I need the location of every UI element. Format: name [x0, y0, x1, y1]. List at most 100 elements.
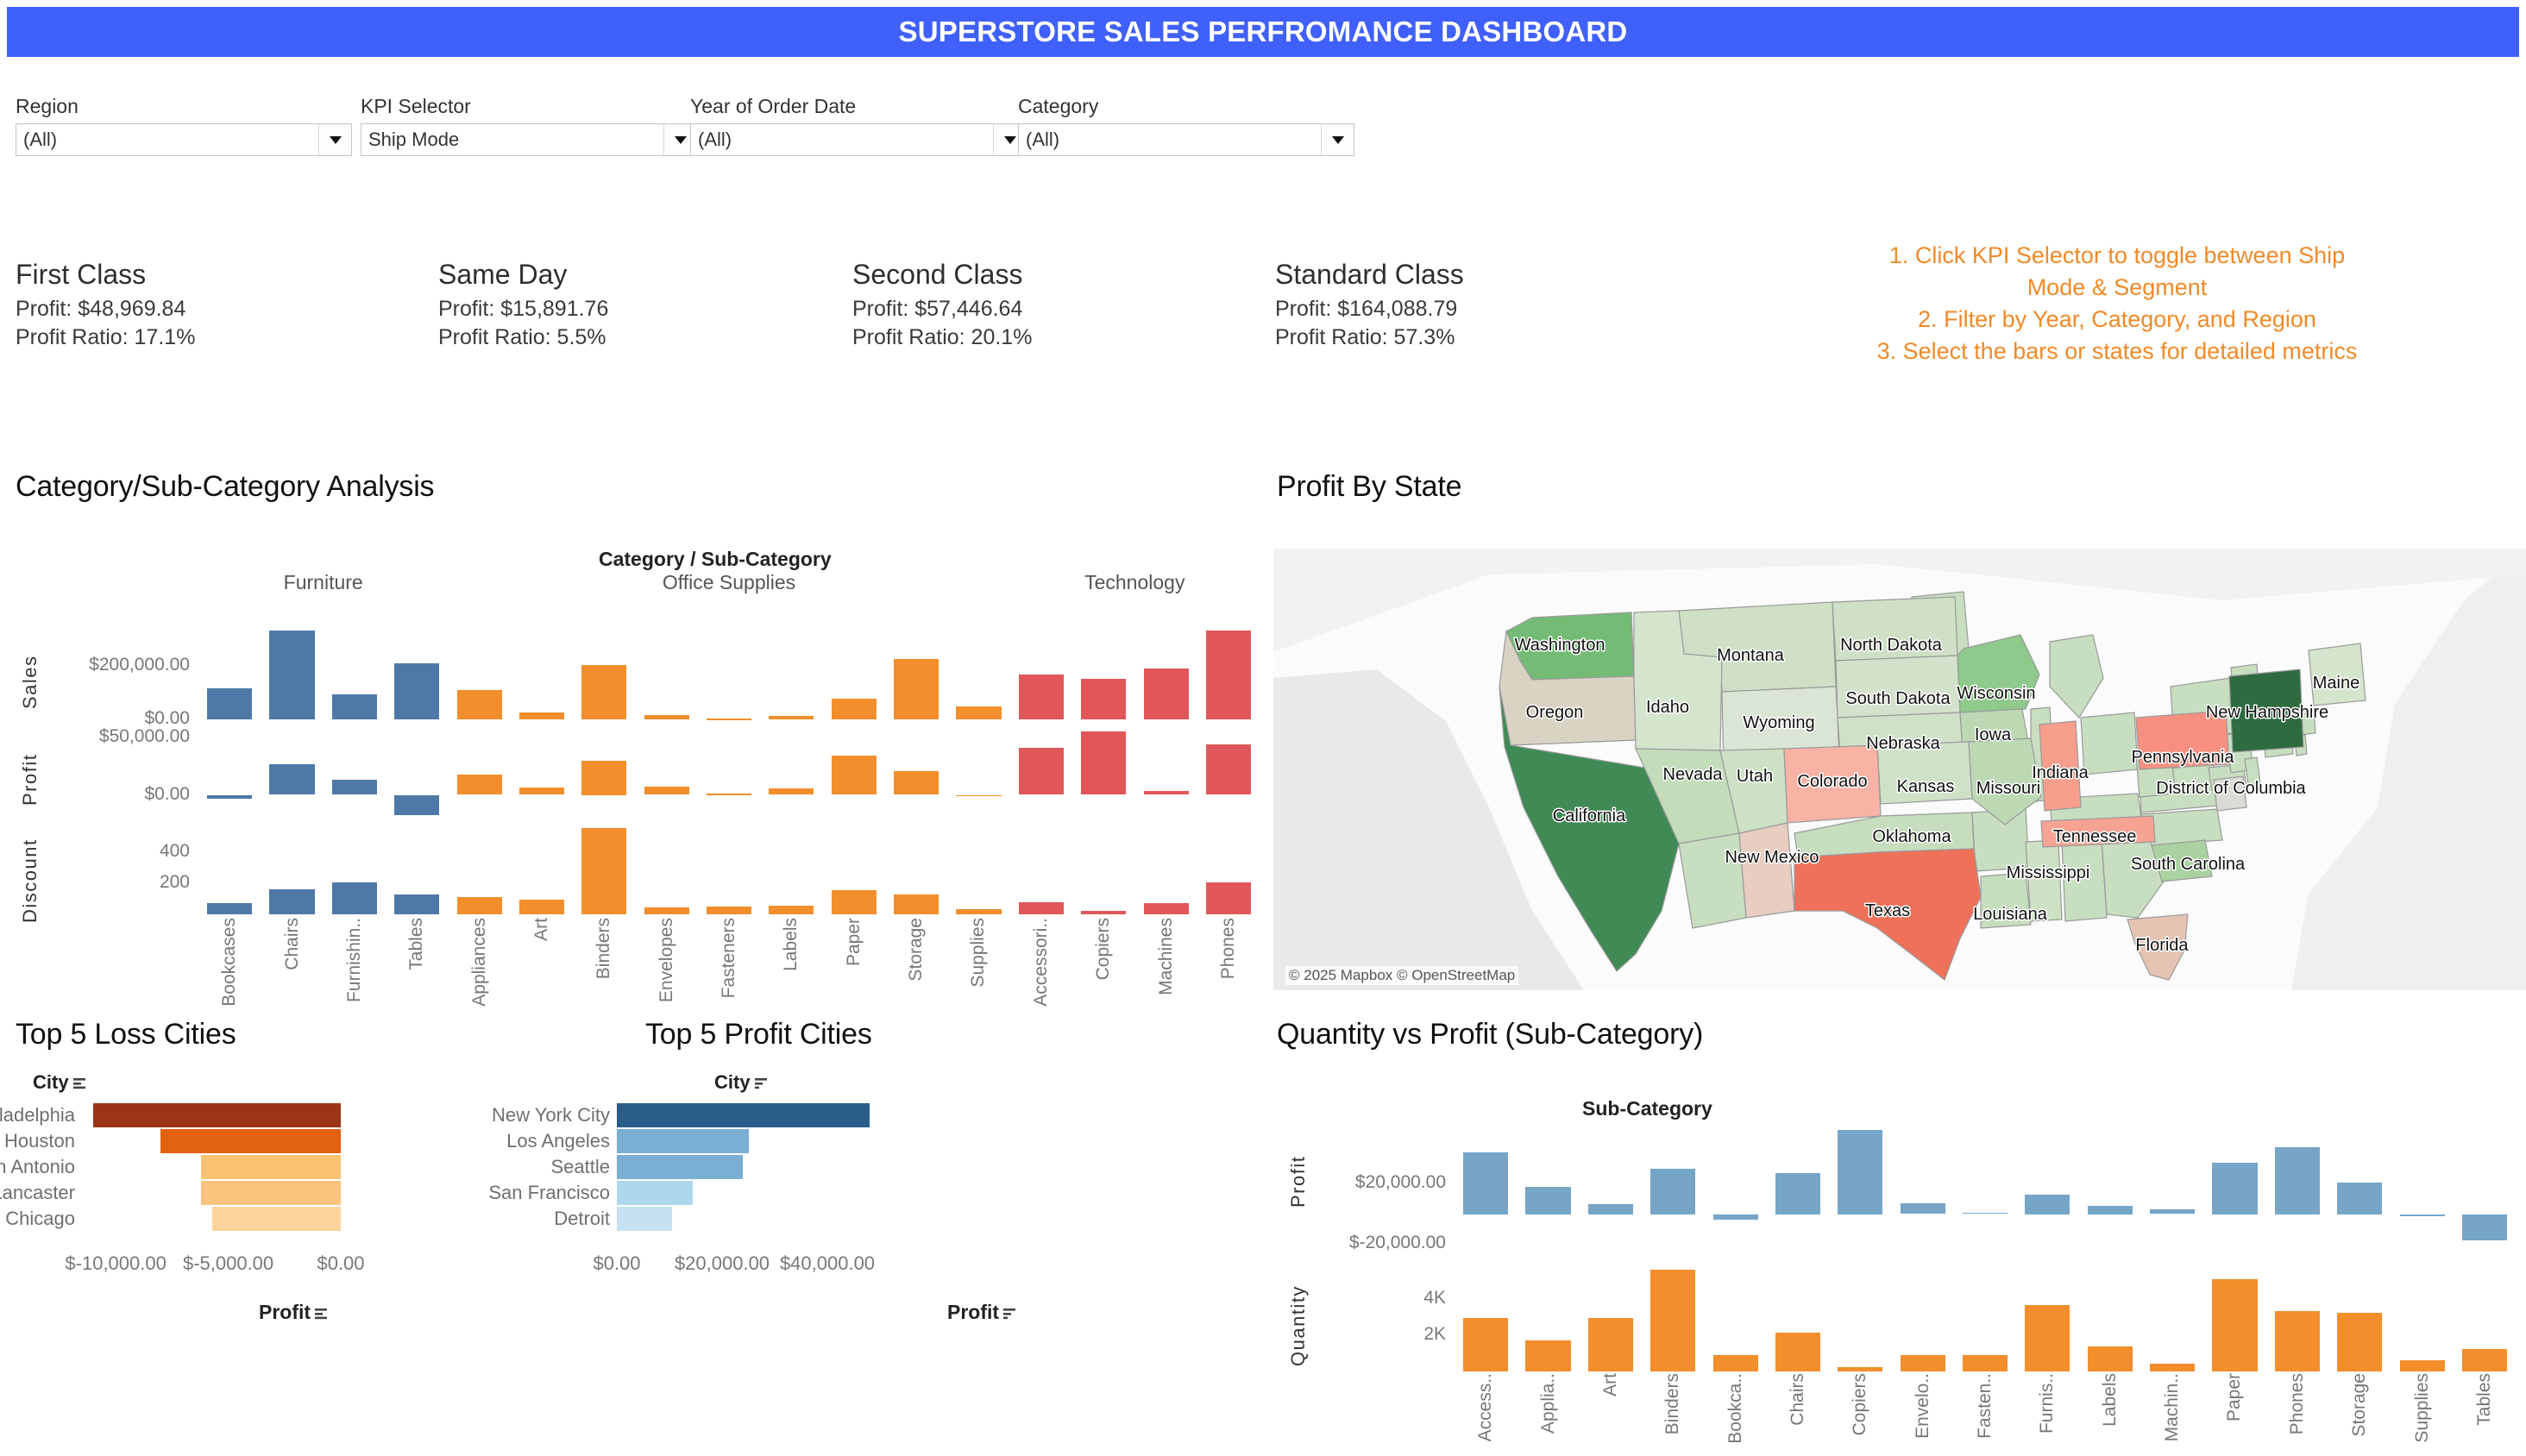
bar[interactable]: [1018, 901, 1064, 914]
bar-column[interactable]: [760, 825, 822, 914]
bar-column[interactable]: [1072, 825, 1134, 914]
bar[interactable]: [769, 906, 814, 914]
qp-profit-bars[interactable]: [1455, 1127, 2516, 1247]
bar[interactable]: [1525, 1187, 1571, 1214]
bar-column[interactable]: [2266, 1127, 2328, 1247]
bar[interactable]: [207, 903, 253, 914]
bar-column[interactable]: [1829, 1127, 1891, 1247]
state-maine[interactable]: [2308, 643, 2366, 706]
bar[interactable]: [1018, 748, 1064, 795]
bar-column[interactable]: [636, 628, 698, 719]
bar[interactable]: [894, 770, 939, 795]
bar-column[interactable]: [2391, 1261, 2453, 1371]
state-florida[interactable]: [2127, 913, 2189, 981]
state-california[interactable]: [1499, 686, 1680, 972]
bar[interactable]: [1205, 744, 1251, 795]
bar-column[interactable]: [1642, 1261, 1704, 1371]
city-bar-row[interactable]: Philadelphia: [0, 1102, 638, 1128]
bar-column[interactable]: [324, 825, 386, 914]
bar-column[interactable]: [386, 825, 448, 914]
bar[interactable]: [1775, 1332, 1821, 1371]
kpi-card-same-day[interactable]: Same Day Profit: $15,891.76 Profit Ratio…: [438, 259, 608, 353]
bar[interactable]: [581, 760, 627, 795]
bar-column[interactable]: [823, 628, 885, 719]
bar[interactable]: [1081, 679, 1127, 719]
bar[interactable]: [2025, 1304, 2070, 1371]
bar[interactable]: [2274, 1146, 2320, 1214]
city-bar-row[interactable]: Detroit: [554, 1206, 1277, 1232]
bar[interactable]: [707, 907, 752, 914]
bar[interactable]: [644, 787, 689, 795]
bar[interactable]: [1587, 1204, 1633, 1214]
bar[interactable]: [831, 890, 877, 914]
state-ohio[interactable]: [2080, 712, 2139, 775]
bar-column[interactable]: [885, 726, 947, 818]
city-bar[interactable]: [617, 1207, 673, 1231]
bar-column[interactable]: [2454, 1127, 2516, 1247]
bar-column[interactable]: [386, 726, 448, 818]
bar-column[interactable]: [1954, 1261, 2016, 1371]
kpi-card-second-class[interactable]: Second Class Profit: $57,446.64 Profit R…: [852, 259, 1032, 353]
bar-column[interactable]: [947, 628, 1009, 719]
bar[interactable]: [1900, 1203, 1945, 1214]
filter-kpi-selector-dropdown[interactable]: Ship Mode: [361, 123, 697, 156]
bar-column[interactable]: [698, 825, 760, 914]
city-bar[interactable]: [201, 1155, 341, 1179]
filter-kpi-selector-value[interactable]: Ship Mode: [368, 129, 460, 150]
bar-column[interactable]: [386, 628, 448, 719]
state-texas[interactable]: [1794, 848, 1982, 981]
state-louisiana[interactable]: [1980, 872, 2032, 929]
sales-bars[interactable]: [198, 628, 1260, 720]
bar-column[interactable]: [1010, 825, 1072, 914]
bar[interactable]: [2087, 1205, 2133, 1214]
bar-column[interactable]: [448, 726, 510, 818]
state-new-hampshire[interactable]: [2228, 668, 2304, 753]
bar-column[interactable]: [1892, 1261, 1954, 1371]
filter-year-value[interactable]: (All): [698, 129, 732, 150]
us-states-map[interactable]: Washington Oregon Montana Idaho North Dakota…: [1273, 549, 2526, 990]
bar-column[interactable]: [261, 726, 323, 818]
bar[interactable]: [2461, 1349, 2507, 1371]
bar[interactable]: [2150, 1208, 2196, 1214]
bar[interactable]: [518, 787, 565, 795]
bar[interactable]: [831, 698, 877, 719]
city-bar[interactable]: [201, 1181, 341, 1205]
city-bar-row[interactable]: Los Angeles: [506, 1128, 1277, 1154]
bar[interactable]: [331, 694, 377, 719]
map-profit-by-state[interactable]: Washington Oregon Montana Idaho North Dakota…: [1273, 549, 2526, 990]
bar[interactable]: [1838, 1129, 1883, 1214]
city-bar[interactable]: [617, 1155, 744, 1179]
bar-column[interactable]: [198, 825, 261, 914]
bar[interactable]: [1081, 910, 1127, 914]
bar[interactable]: [2087, 1346, 2133, 1371]
city-bar-row[interactable]: San Antonio: [0, 1154, 638, 1180]
bar-column[interactable]: [698, 726, 760, 818]
bar[interactable]: [1712, 1355, 1758, 1371]
chevron-down-icon[interactable]: [1321, 124, 1354, 155]
bar[interactable]: [2150, 1363, 2196, 1371]
loss-bars-area[interactable]: Philadelphia Houston San Antonio Lancaster C…: [0, 1102, 638, 1240]
discount-bars[interactable]: [198, 825, 1260, 914]
bar-column[interactable]: [760, 628, 822, 719]
kpi-card-standard-class[interactable]: Standard Class Profit: $164,088.79 Profi…: [1275, 259, 1464, 353]
bar-column[interactable]: [324, 628, 386, 719]
bar[interactable]: [394, 794, 440, 815]
bar-column[interactable]: [1455, 1127, 1517, 1247]
state-idaho[interactable]: [1633, 610, 1723, 751]
bar-column[interactable]: [1010, 726, 1072, 818]
bar[interactable]: [1963, 1355, 2008, 1371]
profit-bars[interactable]: [198, 726, 1260, 818]
bar-column[interactable]: [1580, 1127, 1642, 1247]
bar[interactable]: [207, 794, 253, 800]
bar-column[interactable]: [511, 628, 573, 719]
state-nevada[interactable]: [1635, 748, 1740, 844]
city-bar-row[interactable]: Houston: [0, 1128, 638, 1154]
bar[interactable]: [1081, 731, 1127, 795]
bar-column[interactable]: [573, 628, 635, 719]
bar[interactable]: [581, 664, 627, 719]
bar[interactable]: [1775, 1173, 1821, 1214]
city-bar-row[interactable]: San Francisco: [488, 1180, 1277, 1206]
bar-column[interactable]: [1134, 825, 1197, 914]
filter-region-value[interactable]: (All): [23, 129, 58, 150]
bar-column[interactable]: [1580, 1261, 1642, 1371]
